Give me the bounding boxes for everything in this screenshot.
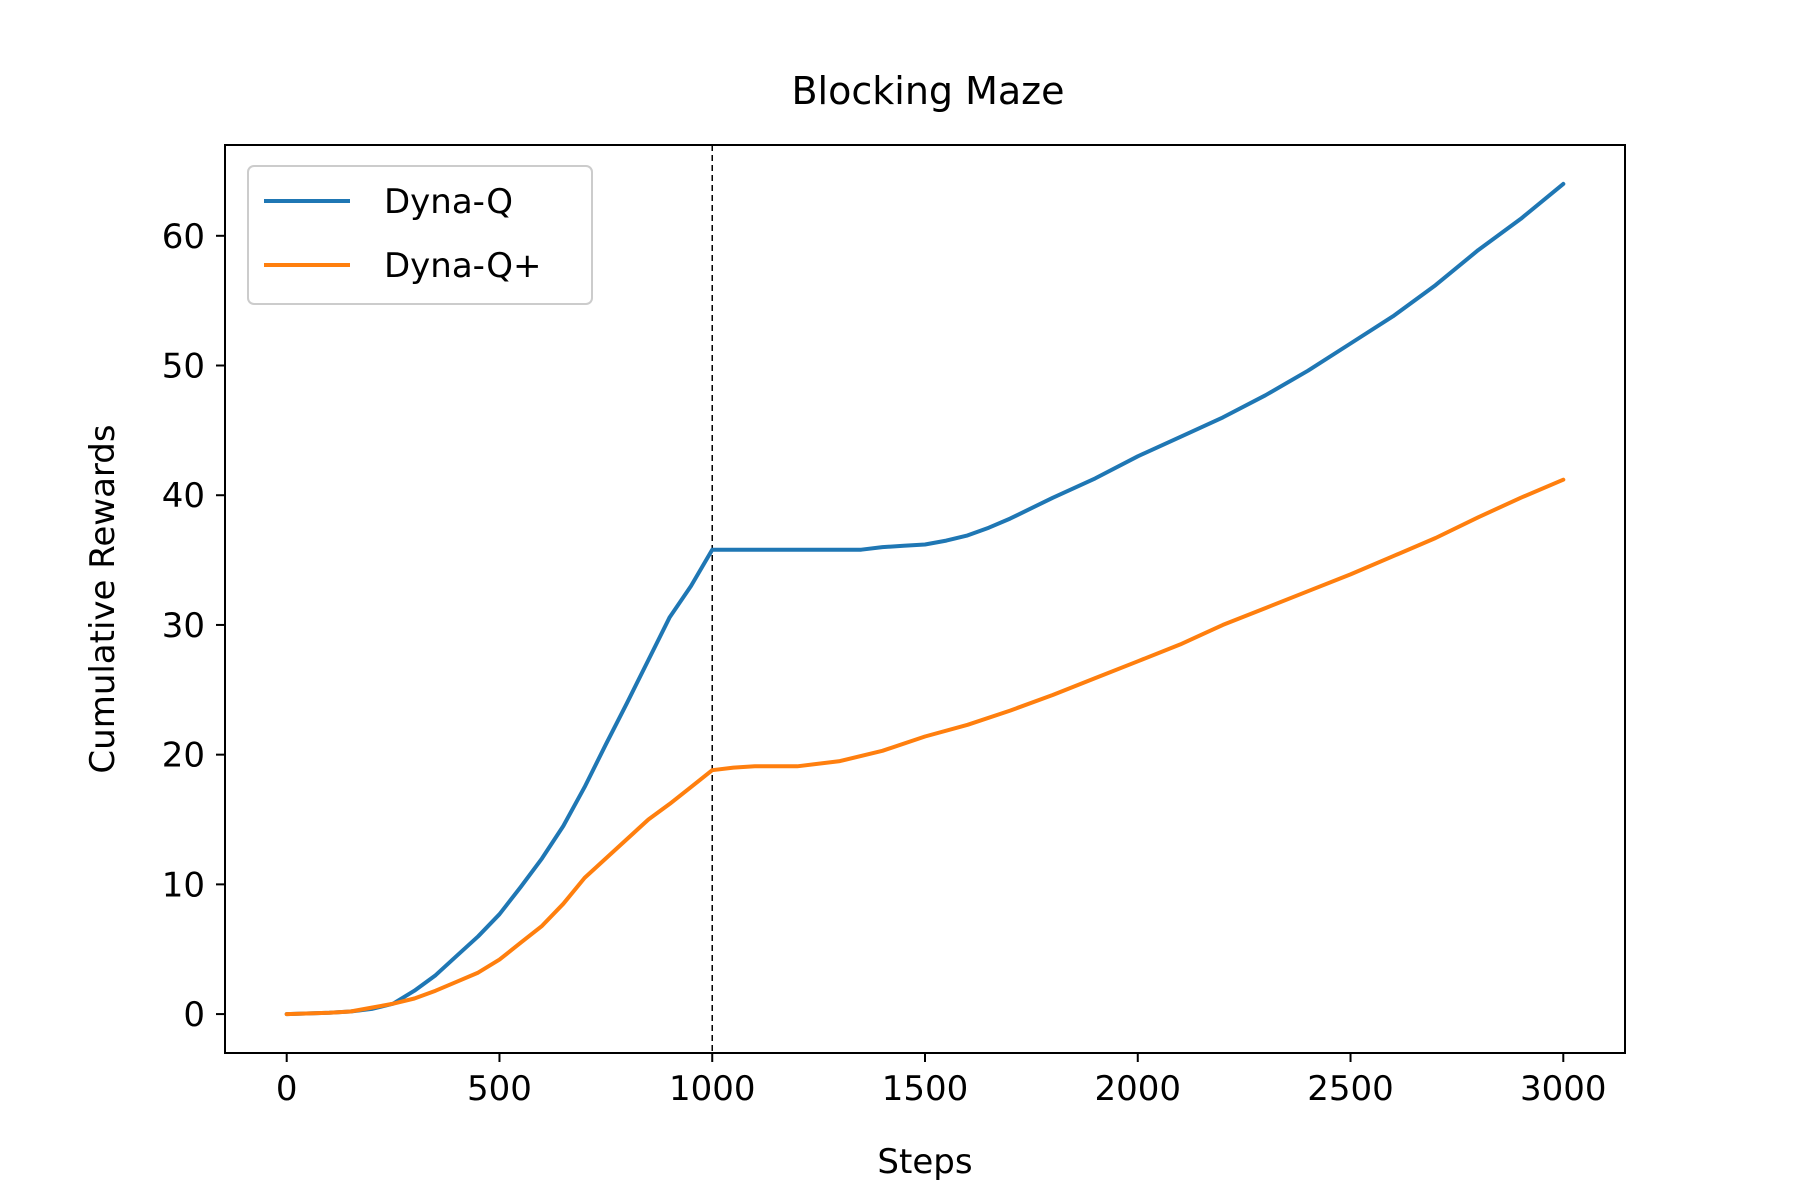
chart-title: Blocking Maze	[791, 69, 1064, 113]
y-tick-label: 10	[162, 865, 205, 905]
y-tick-label: 50	[162, 347, 205, 387]
x-tick-label: 500	[467, 1069, 532, 1109]
series-line-2	[284, 477, 1566, 1017]
y-tick-label: 0	[183, 995, 205, 1035]
legend-label-1: Dyna-Q	[384, 182, 513, 222]
y-tick-label: 20	[162, 736, 205, 776]
plot-area	[284, 145, 1566, 1053]
y-tick-label: 40	[162, 476, 205, 516]
axes: 0 500 1000 1500 2000 2500 3000 0 10 20 30 40 50 60	[162, 217, 1607, 1109]
x-axis-label: Steps	[877, 1142, 972, 1182]
legend-label-2: Dyna-Q+	[384, 246, 541, 286]
x-tick-label: 1500	[882, 1069, 969, 1109]
x-tick-label: 2000	[1095, 1069, 1182, 1109]
y-tick-label: 30	[162, 606, 205, 646]
x-tick-label: 2500	[1307, 1069, 1394, 1109]
x-tick-label: 0	[276, 1069, 298, 1109]
x-tick-label: 3000	[1520, 1069, 1607, 1109]
legend: Dyna-Q Dyna-Q+	[247, 165, 593, 305]
series-line-1	[284, 181, 1566, 1017]
x-tick-label: 1000	[669, 1069, 756, 1109]
y-tick-label: 60	[162, 217, 205, 257]
y-axis-label: Cumulative Rewards	[83, 424, 123, 773]
